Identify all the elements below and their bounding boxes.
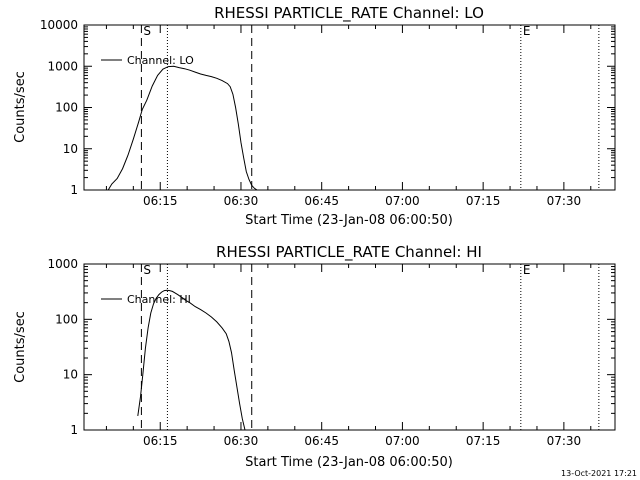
panel-hi-xlabel: Start Time (23-Jan-08 06:00:50) <box>245 455 453 470</box>
panel-lo-marker-label: S <box>143 24 151 38</box>
panel-hi-xtick-label: 07:30 <box>547 434 582 448</box>
panel-hi-plot: 06:15 06:30 06:45 07:00 07:15 07:30 1 10 100 1000… <box>47 257 616 448</box>
panel-lo-xtick-label: 06:15 <box>143 194 178 208</box>
panel-hi-frame <box>83 263 616 431</box>
panel-lo-xtick-label: 07:00 <box>385 194 420 208</box>
panel-lo-ylabel: Counts/sec <box>13 71 28 143</box>
panel-hi-xtick-label: 06:45 <box>304 434 339 448</box>
panel-lo-plot: 06:15 06:30 06:45 07:00 07:15 07:30 1 10 100 1000… <box>40 18 616 208</box>
panel-hi-ylabel: Counts/sec <box>13 311 28 383</box>
panel-hi-xtick-label: 07:00 <box>385 434 420 448</box>
panel-hi-xtick-label: 06:15 <box>143 434 178 448</box>
panel-lo-xtick-label: 06:45 <box>304 194 339 208</box>
panel-lo-title: RHESSI PARTICLE_RATE Channel: LO <box>214 4 484 23</box>
panel-lo-series-line <box>107 65 258 191</box>
panel-lo-ytick-label: 10 <box>63 142 78 156</box>
panel-hi-legend-label: Channel: HI <box>127 293 191 306</box>
panel-hi-ytick-label: 100 <box>55 312 78 326</box>
panel-hi-series-line <box>137 289 246 431</box>
footer-timestamp: 13-Oct-2021 17:21 <box>561 469 637 478</box>
panel-hi-marker-label: E <box>523 263 531 277</box>
panel-lo-marker-label: E <box>523 24 531 38</box>
panel-lo-legend-label: Channel: LO <box>127 54 194 67</box>
panel-lo-ytick-label: 1000 <box>47 59 78 73</box>
panel-hi-ytick-label: 1 <box>70 423 78 437</box>
panel-hi: RHESSI PARTICLE_RATE Channel: HI Counts/… <box>13 243 616 470</box>
panel-hi-ytick-label: 10 <box>63 368 78 382</box>
panel-lo-ytick-label: 100 <box>55 101 78 115</box>
panel-hi-xtick-label: 06:30 <box>224 434 259 448</box>
panel-lo-ytick-label: 1 <box>70 183 78 197</box>
panel-hi-xtick-label: 07:15 <box>466 434 501 448</box>
panel-hi-ytick-label: 1000 <box>47 257 78 271</box>
panel-lo: RHESSI PARTICLE_RATE Channel: LO Counts/… <box>13 4 616 228</box>
panel-hi-title: RHESSI PARTICLE_RATE Channel: HI <box>216 243 482 262</box>
panel-lo-xtick-label: 06:30 <box>224 194 259 208</box>
panel-lo-ytick-label: 10000 <box>40 18 78 32</box>
panel-lo-xtick-label: 07:15 <box>466 194 501 208</box>
panel-lo-xtick-label: 07:30 <box>547 194 582 208</box>
panel-hi-marker-label: S <box>143 263 151 277</box>
panel-lo-xlabel: Start Time (23-Jan-08 06:00:50) <box>245 213 453 228</box>
